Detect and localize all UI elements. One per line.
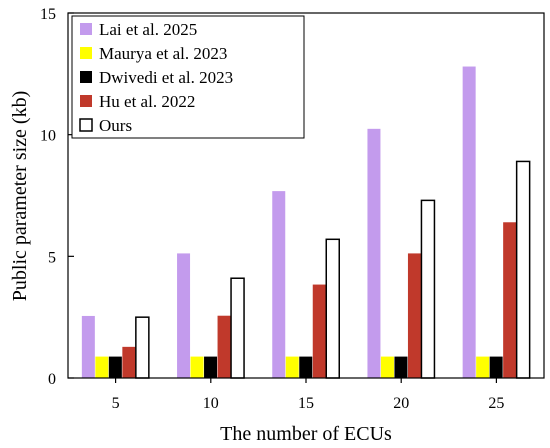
bar (367, 128, 381, 378)
legend-swatch (80, 71, 92, 83)
bar (312, 284, 326, 378)
bar (135, 316, 150, 379)
bar (217, 315, 231, 378)
bar (230, 277, 245, 379)
bar (122, 346, 136, 378)
legend-label: Dwivedi et al. 2023 (99, 68, 233, 87)
bar (108, 356, 122, 378)
bars-group (81, 66, 531, 379)
bar (272, 191, 286, 378)
legend-swatch (80, 95, 92, 107)
bar (462, 66, 476, 378)
x-tick-label: 10 (203, 395, 219, 412)
bar (285, 356, 299, 378)
bar (325, 238, 340, 379)
legend-swatch (79, 118, 93, 132)
x-axis-label: The number of ECUs (220, 423, 392, 445)
legend-swatch (80, 23, 92, 35)
legend: Lai et al. 2025 Maurya et al. 2023 Dwivedi… (71, 15, 305, 139)
bar (476, 356, 490, 378)
legend-box (71, 15, 305, 139)
bar (95, 356, 109, 378)
legend-label: Maurya et al. 2023 (99, 44, 227, 63)
ticks-group: 0 5 10 15 5 10 15 20 25 (40, 6, 504, 412)
bar (380, 356, 394, 378)
x-tick-label: 15 (298, 395, 314, 412)
bar (407, 253, 421, 378)
y-tick-label: 5 (48, 249, 56, 266)
bar (394, 356, 408, 378)
bar (420, 199, 436, 379)
bar (190, 356, 204, 378)
bar (177, 253, 191, 378)
bar (489, 356, 503, 378)
y-tick-label: 10 (40, 128, 56, 145)
y-tick-label: 15 (40, 6, 56, 23)
y-tick-label: 0 (48, 371, 56, 388)
x-tick-label: 5 (112, 395, 120, 412)
bar (204, 356, 218, 378)
x-tick-label: 20 (393, 395, 409, 412)
legend-label: Hu et al. 2022 (99, 92, 195, 111)
x-tick-label: 25 (488, 395, 504, 412)
bar (515, 160, 531, 379)
bar (81, 315, 95, 378)
bar (503, 222, 517, 378)
legend-label: Lai et al. 2025 (99, 20, 197, 39)
bar (299, 356, 313, 378)
legend-label: Ours (99, 116, 132, 135)
legend-swatch (80, 47, 92, 59)
y-axis-label: Public parameter size (kb) (9, 91, 31, 301)
